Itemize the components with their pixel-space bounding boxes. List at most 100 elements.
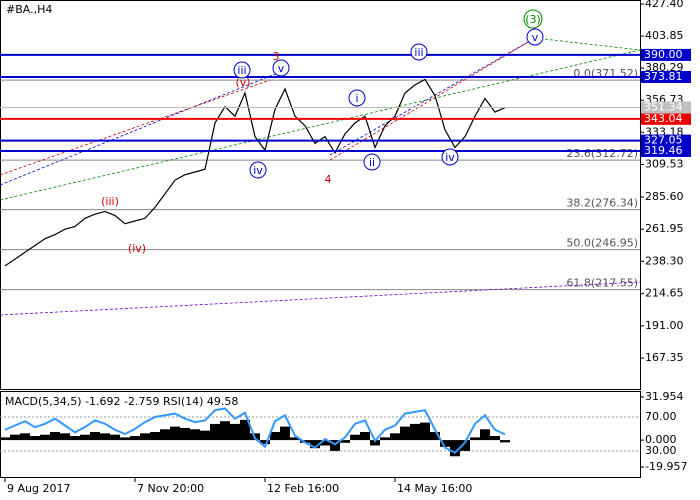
macd-bar: [340, 440, 350, 443]
macd-bar: [410, 423, 420, 441]
macd-bar: [460, 440, 470, 451]
macd-bar: [100, 433, 110, 441]
macd-bar: [390, 433, 400, 441]
macd-bar: [10, 434, 20, 441]
wave-circle: [233, 61, 251, 79]
wave-label: iv: [445, 151, 455, 164]
macd-bar: [500, 440, 510, 443]
macd-bar: [30, 436, 40, 441]
macd-bar: [220, 421, 230, 441]
y-tick-label: 380.29: [645, 61, 684, 74]
level-box: [641, 134, 691, 147]
macd-bar: [470, 437, 480, 441]
main-panel: [0, 0, 641, 390]
wave-label: i: [355, 92, 358, 105]
last-price-label: 351.34: [644, 101, 683, 114]
wave-circle: [272, 59, 290, 77]
level-label: 390.00: [644, 48, 683, 61]
macd-bar: [360, 431, 370, 441]
y-tick-label: 427.40: [645, 0, 684, 10]
macd-bar: [320, 440, 330, 446]
macd-bar: [70, 436, 80, 441]
macd-bar: [140, 433, 150, 441]
wave-label: v: [278, 62, 285, 75]
macd-bar: [170, 426, 180, 441]
y-tick-label: 191.00: [645, 319, 684, 332]
y-tick-label: -19.957: [645, 460, 687, 473]
wave-circle: [523, 9, 543, 29]
macd-bar: [90, 431, 100, 441]
macd-bar: [20, 433, 30, 441]
level-box: [641, 112, 691, 125]
trend-line: [534, 37, 641, 51]
wave-label: (v): [235, 76, 250, 89]
x-tick-label: 7 Nov 20:00: [137, 482, 204, 495]
macd-bar: [50, 431, 60, 441]
macd-bar: [0, 437, 10, 441]
wave-label: (iii): [101, 195, 119, 208]
macd-bar: [40, 434, 50, 441]
macd-bar: [440, 440, 450, 447]
y-tick-label: 0.000: [645, 433, 677, 446]
wave-label: v: [532, 31, 539, 44]
wave-label: iv: [253, 164, 263, 177]
chart-title: #BA.,H4: [6, 3, 52, 16]
fib-label: 50.0(246.95): [566, 237, 638, 250]
y-tick-label: 285.60: [645, 190, 684, 203]
macd-bar: [60, 433, 70, 441]
level-label: 343.04: [644, 112, 683, 125]
macd-bar: [400, 426, 410, 441]
macd-bar: [420, 422, 430, 441]
macd-bar: [270, 431, 280, 441]
x-tick-label: 12 Feb 16:00: [267, 482, 339, 495]
macd-bar: [110, 434, 120, 441]
wave-circle: [441, 148, 459, 166]
y2-tick-label: 70.00: [645, 410, 677, 423]
macd-bar: [80, 434, 90, 441]
y-tick-label: 214.65: [645, 287, 684, 300]
macd-bar: [200, 430, 210, 441]
y2-tick-label: 30.00: [645, 444, 677, 457]
macd-bar: [490, 436, 500, 441]
macd-bar: [280, 426, 290, 441]
y-tick-label: 31.954: [645, 390, 684, 403]
x-tick-label: 9 Aug 2017: [7, 482, 70, 495]
macd-bar: [190, 429, 200, 441]
y-tick-label: 238.30: [645, 254, 684, 267]
wave-circle: [526, 28, 544, 46]
wave-label: iii: [414, 46, 423, 59]
macd-bar: [180, 427, 190, 441]
wave-label: (iv): [128, 242, 146, 255]
level-label: 327.05: [644, 134, 683, 147]
macd-bar: [370, 440, 380, 446]
last-price-box: [641, 101, 691, 114]
macd-bar: [480, 429, 490, 441]
y-tick-label: 261.95: [645, 222, 684, 235]
macd-bar: [210, 423, 220, 441]
level-box: [641, 48, 691, 61]
macd-bar: [130, 436, 140, 441]
y-tick-label: 403.85: [645, 29, 684, 42]
trend-line: [329, 37, 536, 156]
y-tick-label: 167.35: [645, 351, 684, 364]
wave-label: 4: [325, 173, 332, 186]
wave-circle: [410, 43, 428, 61]
macd-bar: [450, 440, 460, 457]
level-label: 373.81: [644, 70, 683, 83]
trend-line: [0, 49, 641, 201]
indicator-title: MACD(5,34,5) -1.692 -2.759 RSI(14) 49.58: [5, 395, 238, 408]
macd-bar: [160, 429, 170, 441]
macd-bar: [120, 437, 130, 441]
trend-line: [0, 79, 271, 176]
macd-bar: [310, 440, 320, 449]
wave-label: ii: [369, 156, 375, 169]
macd-bar: [260, 440, 270, 445]
macd-bar: [290, 437, 300, 441]
macd-bar: [350, 434, 360, 441]
wave-label: 3: [273, 50, 280, 63]
level-box: [641, 70, 691, 83]
x-tick-label: 14 May 16:00: [397, 482, 472, 495]
wave-circle: [249, 161, 267, 179]
wave-circle: [363, 153, 381, 171]
fib-label: 61.8(217.55): [566, 277, 638, 290]
